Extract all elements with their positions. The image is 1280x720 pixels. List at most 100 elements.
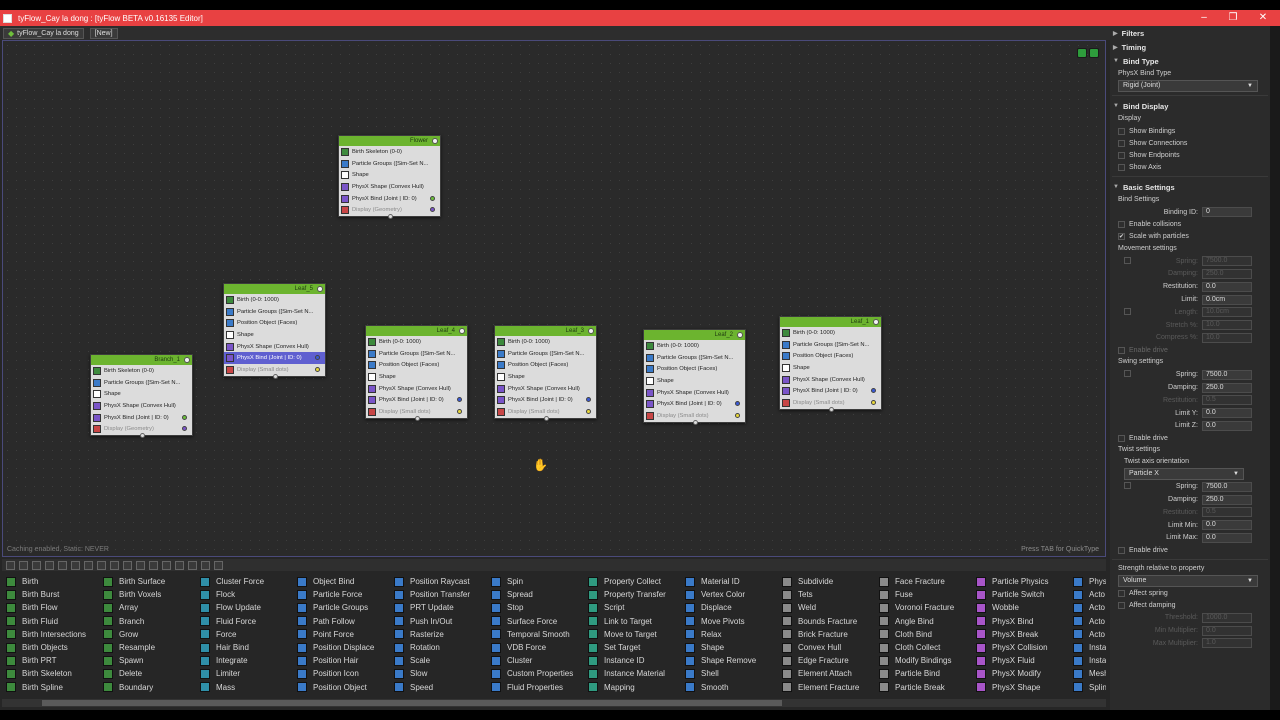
flow-node[interactable]: Branch_1 Birth Skeleton (0-0) Particle Gro… [90, 354, 193, 439]
palette-operator[interactable]: Particle Physics [976, 575, 1072, 588]
binding-id-spinner[interactable]: Binding ID: 0 [1110, 206, 1270, 219]
palette-operator[interactable]: Birth Spline [6, 681, 102, 694]
palette-operator[interactable]: Particle Switch [976, 588, 1072, 601]
movement-compress-spinner[interactable]: Compress %: 10.0 [1110, 332, 1270, 345]
output-socket[interactable] [871, 388, 876, 394]
palette-scrollbar[interactable] [2, 699, 1106, 707]
flow-node[interactable]: Leaf_3 Birth (0-0: 1000) Particle Groups (… [494, 325, 597, 421]
refresh-icon[interactable] [1089, 48, 1099, 58]
swing-damping-spinner[interactable]: Damping: 250.0 [1110, 381, 1270, 394]
palette-operator[interactable]: Wobble [976, 601, 1072, 614]
input-socket[interactable] [387, 214, 393, 220]
palette-operator[interactable]: Shape Remove [685, 654, 781, 667]
checkbox-box[interactable] [1118, 163, 1125, 171]
close-button[interactable]: ✕ [1258, 12, 1268, 23]
palette-operator[interactable]: Angle Bind [879, 615, 975, 628]
flow-node[interactable]: Leaf_1 Birth (0-0: 1000) Particle Groups (… [779, 316, 882, 412]
palette-operator[interactable]: Acto [1073, 588, 1106, 601]
palette-operator[interactable]: Relax [685, 628, 781, 641]
affect-spring-checkbox[interactable]: Affect spring [1110, 587, 1270, 599]
node-operator[interactable]: Position Object (Faces) [224, 317, 325, 329]
damping-value[interactable]: 250.0 [1202, 268, 1252, 279]
palette-operator[interactable]: Particle Groups [297, 601, 393, 614]
node-operator[interactable]: PhysX Shape (Convex Hull) [495, 383, 596, 395]
palette-operator[interactable]: Hair Bind [200, 641, 296, 654]
palette-operator[interactable]: Fuse [879, 588, 975, 601]
swing-limit-y-spinner[interactable]: Limit Y: 0.0 [1110, 407, 1270, 420]
flow-node[interactable]: Leaf_4 Birth (0-0: 1000) Particle Groups (… [365, 325, 468, 421]
lock-checkbox[interactable] [1124, 256, 1131, 264]
binding-id-value[interactable]: 0 [1202, 207, 1252, 218]
palette-operator[interactable]: Point Force [297, 628, 393, 641]
tab-flow[interactable]: ◆ tyFlow_Cay la dong [3, 27, 84, 39]
input-socket[interactable] [139, 433, 145, 439]
node-editor-canvas[interactable]: Flower Birth Skeleton (0-0) Particle Group… [2, 40, 1106, 557]
show-bindings-checkbox[interactable]: Show Bindings [1110, 125, 1270, 137]
node-operator[interactable]: Position Object (Faces) [780, 350, 881, 362]
limit-value[interactable]: 0.0cm [1202, 294, 1252, 305]
movement-length-spinner[interactable]: Length: 10.0cm [1110, 306, 1270, 319]
lock-checkbox-checked[interactable] [1124, 370, 1131, 378]
checkbox-box[interactable] [1118, 601, 1125, 609]
enable-collisions-checkbox[interactable]: Enable collisions [1110, 219, 1270, 231]
minimize-button[interactable]: – [1201, 12, 1207, 23]
node-header[interactable]: Leaf_2 [644, 330, 745, 340]
palette-operator[interactable]: Edge Fracture [782, 654, 878, 667]
checkbox-box[interactable] [1118, 434, 1125, 442]
tool-button[interactable] [136, 560, 145, 570]
node-operator[interactable]: PhysX Shape (Convex Hull) [339, 181, 440, 193]
output-socket[interactable] [735, 401, 740, 407]
tab-new[interactable]: [New] [89, 27, 118, 39]
swing-damping-value[interactable]: 250.0 [1202, 382, 1252, 393]
tool-button[interactable] [71, 560, 80, 570]
palette-operator[interactable]: PhysX Modify [976, 667, 1072, 680]
twist-restitution-value[interactable]: 0.5 [1202, 507, 1252, 518]
palette-operator[interactable]: Birth Intersections [6, 628, 102, 641]
tool-button[interactable] [188, 560, 197, 570]
palette-operator[interactable]: Fluid Properties [491, 681, 587, 694]
node-operator[interactable]: Particle Groups ([Sim-Set N... [495, 348, 596, 360]
palette-operator[interactable]: Material ID [685, 575, 781, 588]
output-socket[interactable] [315, 355, 320, 361]
palette-operator[interactable]: Link to Target [588, 615, 684, 628]
show-axis-checkbox[interactable]: Show Axis [1110, 161, 1270, 173]
node-operator[interactable]: Shape [780, 362, 881, 374]
checkbox-box[interactable] [1118, 151, 1125, 159]
node-operator[interactable]: Birth Skeleton (0-0) [91, 365, 192, 377]
bind-type-dropdown[interactable]: Rigid (Joint) ▼ [1118, 80, 1258, 92]
palette-operator[interactable]: VDB Force [491, 641, 587, 654]
tool-button[interactable] [58, 560, 67, 570]
palette-operator[interactable]: Rotation [394, 641, 490, 654]
twist-limit-max-spinner[interactable]: Limit Max: 0.0 [1110, 532, 1270, 545]
input-socket[interactable] [692, 419, 698, 425]
output-socket[interactable] [430, 195, 435, 201]
movement-enable-drive-checkbox[interactable]: Enable drive [1110, 344, 1270, 356]
palette-operator[interactable]: Particle Bind [879, 667, 975, 680]
palette-operator[interactable]: Array [103, 601, 199, 614]
twist-spring-spinner[interactable]: Spring: 7500.0 [1110, 480, 1270, 493]
palette-operator[interactable]: Face Fracture [879, 575, 975, 588]
palette-operator[interactable]: Insta [1073, 641, 1106, 654]
twist-axis-dropdown[interactable]: Particle X ▼ [1124, 468, 1244, 481]
palette-operator[interactable]: Position Icon [297, 667, 393, 680]
palette-operator[interactable]: Convex Hull [782, 641, 878, 654]
palette-operator[interactable]: Splin [1073, 681, 1106, 694]
output-socket[interactable] [586, 397, 591, 403]
node-operator[interactable]: Shape [339, 169, 440, 181]
swing-restitution-spinner[interactable]: Restitution: 0.5 [1110, 394, 1270, 407]
length-value[interactable]: 10.0cm [1202, 307, 1252, 318]
pin-icon[interactable] [588, 328, 594, 334]
checkbox-box[interactable] [1118, 139, 1125, 147]
tool-button[interactable] [97, 560, 106, 570]
rollout-bind-type[interactable]: ▼ Bind Type [1110, 54, 1270, 68]
palette-operator[interactable]: PRT Update [394, 601, 490, 614]
palette-operator[interactable]: Fluid Force [200, 615, 296, 628]
panel-scrollbar[interactable] [1270, 26, 1280, 710]
rollout-timing[interactable]: ▶ Timing [1110, 40, 1270, 54]
node-operator[interactable]: Particle Groups ([Sim-Set N... [780, 339, 881, 351]
status-green-icon[interactable] [1077, 48, 1087, 58]
node-operator[interactable]: Position Object (Faces) [644, 363, 745, 375]
palette-operator[interactable]: Spawn [103, 654, 199, 667]
twist-damping-spinner[interactable]: Damping: 250.0 [1110, 493, 1270, 506]
palette-operator[interactable]: Surface Force [491, 615, 587, 628]
